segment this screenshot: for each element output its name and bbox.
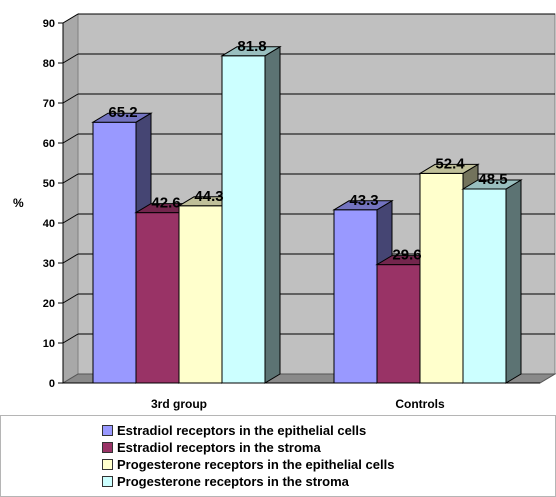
legend-item: Estradiol receptors in the stroma bbox=[102, 439, 321, 455]
data-label: 43.3 bbox=[349, 192, 378, 209]
y-tick-label: 30 bbox=[43, 258, 55, 270]
gridline-side bbox=[62, 93, 79, 104]
bar-side bbox=[505, 179, 522, 384]
gridline-side bbox=[62, 293, 79, 304]
x-tick-label: Controls bbox=[395, 397, 445, 411]
bar-top bbox=[461, 179, 523, 190]
y-tick-label: 70 bbox=[43, 98, 55, 110]
y-tick-label: 0 bbox=[49, 378, 55, 390]
gridline-side bbox=[62, 133, 79, 144]
plot-side-wall bbox=[62, 13, 79, 384]
y-tick-label: 50 bbox=[43, 178, 55, 190]
bar-top bbox=[220, 46, 282, 57]
data-label: 29.6 bbox=[392, 247, 421, 264]
legend-item: Progesterone receptors in the stroma bbox=[102, 473, 349, 489]
y-tick-label: 40 bbox=[43, 218, 55, 230]
bar bbox=[135, 212, 180, 384]
legend-swatch bbox=[102, 424, 113, 436]
gridline-side bbox=[62, 13, 79, 24]
bar-top bbox=[332, 200, 394, 211]
legend-item: Estradiol receptors in the epithelial ce… bbox=[102, 422, 366, 438]
y-tick-label: 60 bbox=[43, 138, 55, 150]
bar bbox=[333, 209, 378, 384]
y-tick-label: 90 bbox=[43, 18, 55, 30]
gridline-side bbox=[62, 253, 79, 264]
legend: Estradiol receptors in the epithelial ce… bbox=[0, 415, 556, 497]
y-tick-label: 20 bbox=[43, 298, 55, 310]
data-label: 52.4 bbox=[435, 155, 465, 172]
bar-top bbox=[91, 112, 153, 123]
data-label: 81.8 bbox=[237, 38, 266, 55]
bar bbox=[419, 172, 464, 384]
gridline-side bbox=[62, 333, 79, 344]
bar bbox=[178, 205, 223, 384]
legend-swatch bbox=[102, 441, 113, 453]
legend-item: Progesterone receptors in the epithelial… bbox=[102, 456, 394, 472]
y-tick-label: 10 bbox=[43, 338, 55, 350]
data-label: 44.3 bbox=[194, 188, 223, 205]
legend-label: Estradiol receptors in the stroma bbox=[117, 439, 321, 455]
legend-label: Progesterone receptors in the epithelial… bbox=[117, 456, 395, 472]
bar-side bbox=[264, 45, 281, 384]
y-tick-label: 80 bbox=[43, 58, 55, 70]
legend-swatch bbox=[102, 458, 113, 470]
data-label: 48.5 bbox=[478, 171, 507, 188]
legend-label: Progesterone receptors in the stroma bbox=[117, 473, 349, 489]
legend-swatch bbox=[102, 475, 113, 487]
bar-top bbox=[418, 163, 480, 174]
bar bbox=[221, 55, 266, 384]
legend-label: Estradiol receptors in the epithelial ce… bbox=[117, 422, 367, 438]
x-tick-label: 3rd group bbox=[151, 397, 207, 411]
bar bbox=[92, 121, 137, 384]
y-axis-label: % bbox=[13, 196, 24, 210]
gridline-side bbox=[62, 53, 79, 64]
gridline-side bbox=[62, 173, 79, 184]
bar bbox=[462, 188, 507, 384]
bar bbox=[376, 264, 421, 384]
data-label: 42.6 bbox=[151, 195, 180, 212]
gridline-side bbox=[62, 213, 79, 224]
data-label: 65.2 bbox=[108, 104, 137, 121]
chart-plot: 0 10 20 30 40 50 60 70 80 90% 3rd group Controls 65.… bbox=[13, 13, 556, 411]
